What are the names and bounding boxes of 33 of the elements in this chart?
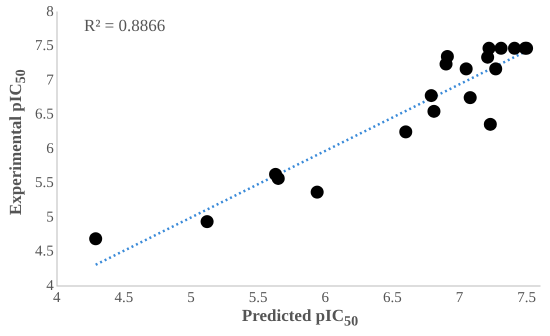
y-tick-label: 4 bbox=[46, 278, 54, 294]
point bbox=[484, 118, 497, 131]
y-tick-label: 6 bbox=[46, 140, 54, 157]
point bbox=[89, 232, 102, 246]
y-tick-label: 7.5 bbox=[35, 38, 54, 54]
y-tick-label: 8 bbox=[46, 4, 54, 20]
x-tick-label: 6 bbox=[321, 290, 330, 306]
point bbox=[464, 91, 477, 104]
point bbox=[482, 42, 496, 55]
y-tick-label: 6.5 bbox=[35, 106, 54, 123]
x-tick-label: 4.5 bbox=[114, 290, 134, 306]
x-tick-label: 7 bbox=[456, 290, 464, 306]
y-tick-label: 5 bbox=[46, 209, 54, 226]
point bbox=[399, 125, 412, 138]
point bbox=[310, 186, 324, 199]
x-tick-label: 5 bbox=[187, 290, 195, 306]
point bbox=[200, 215, 214, 228]
y-tick-label: 5.5 bbox=[35, 175, 54, 192]
point bbox=[489, 62, 502, 76]
point bbox=[494, 42, 508, 55]
y-tick-label: 7 bbox=[46, 72, 54, 88]
point bbox=[460, 62, 473, 76]
x-tick-label: 5.5 bbox=[248, 290, 268, 306]
point bbox=[424, 89, 438, 102]
x-tick-label: 7.5 bbox=[517, 290, 536, 306]
x-axis-title: Predicted pIC$_{50}$ bbox=[240, 306, 360, 330]
point bbox=[508, 42, 521, 55]
point bbox=[440, 58, 453, 71]
point bbox=[427, 104, 440, 118]
x-tick-label: 6.5 bbox=[382, 290, 402, 306]
annotation: R² = 0.8866 bbox=[84, 16, 166, 36]
y-tick-label: 4.5 bbox=[35, 244, 54, 260]
point bbox=[272, 172, 285, 185]
